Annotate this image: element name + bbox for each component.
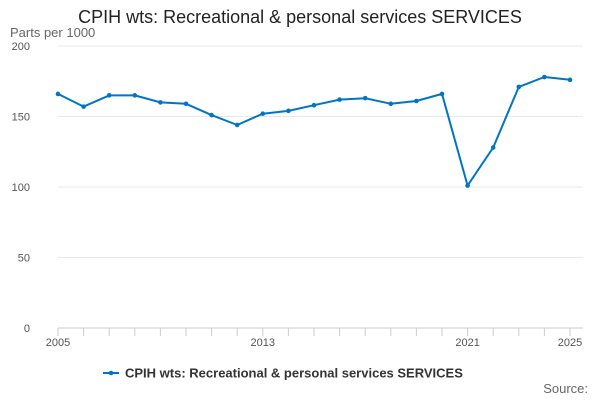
legend-label: CPIH wts: Recreational & personal servic… (125, 366, 463, 381)
data-point (81, 104, 86, 109)
data-point (490, 145, 496, 150)
y-tick-label: 150 (12, 112, 30, 124)
data-point (286, 108, 291, 114)
data-point (311, 102, 317, 108)
data-point (516, 84, 522, 90)
source-label: Source: (543, 381, 588, 396)
data-point (542, 74, 547, 80)
data-point (567, 77, 573, 83)
data-point (106, 93, 112, 98)
y-axis: 0 50 100 150 200 (12, 41, 30, 335)
x-axis: 2005 2013 2021 2025 (46, 328, 582, 349)
data-point (260, 111, 266, 116)
data-point (234, 122, 240, 128)
data-point (55, 91, 61, 97)
data-point (209, 112, 214, 118)
y-axis-unit-label: Parts per 1000 (10, 25, 96, 40)
series-group (55, 74, 573, 188)
x-tick-label: 2005 (46, 337, 70, 349)
y-tick-label: 0 (24, 323, 30, 335)
data-point (439, 91, 445, 97)
legend: CPIH wts: Recreational & personal servic… (103, 366, 463, 381)
data-point (362, 95, 368, 101)
y-tick-label: 50 (18, 253, 30, 265)
legend-swatch-marker (108, 370, 114, 376)
data-point (465, 183, 470, 188)
data-point (183, 101, 189, 107)
x-tick-label: 2021 (455, 337, 479, 349)
grid-lines (58, 45, 583, 329)
x-tick-label: 2013 (251, 337, 275, 349)
chart-title: CPIH wts: Recreational & personal servic… (78, 7, 522, 27)
data-point (414, 98, 419, 104)
data-point (158, 100, 163, 105)
data-point (132, 93, 138, 98)
y-tick-label: 200 (12, 41, 30, 53)
data-point (337, 97, 342, 102)
y-tick-label: 100 (12, 182, 30, 194)
data-point (388, 101, 394, 107)
x-tick-label: 2025 (558, 337, 582, 349)
